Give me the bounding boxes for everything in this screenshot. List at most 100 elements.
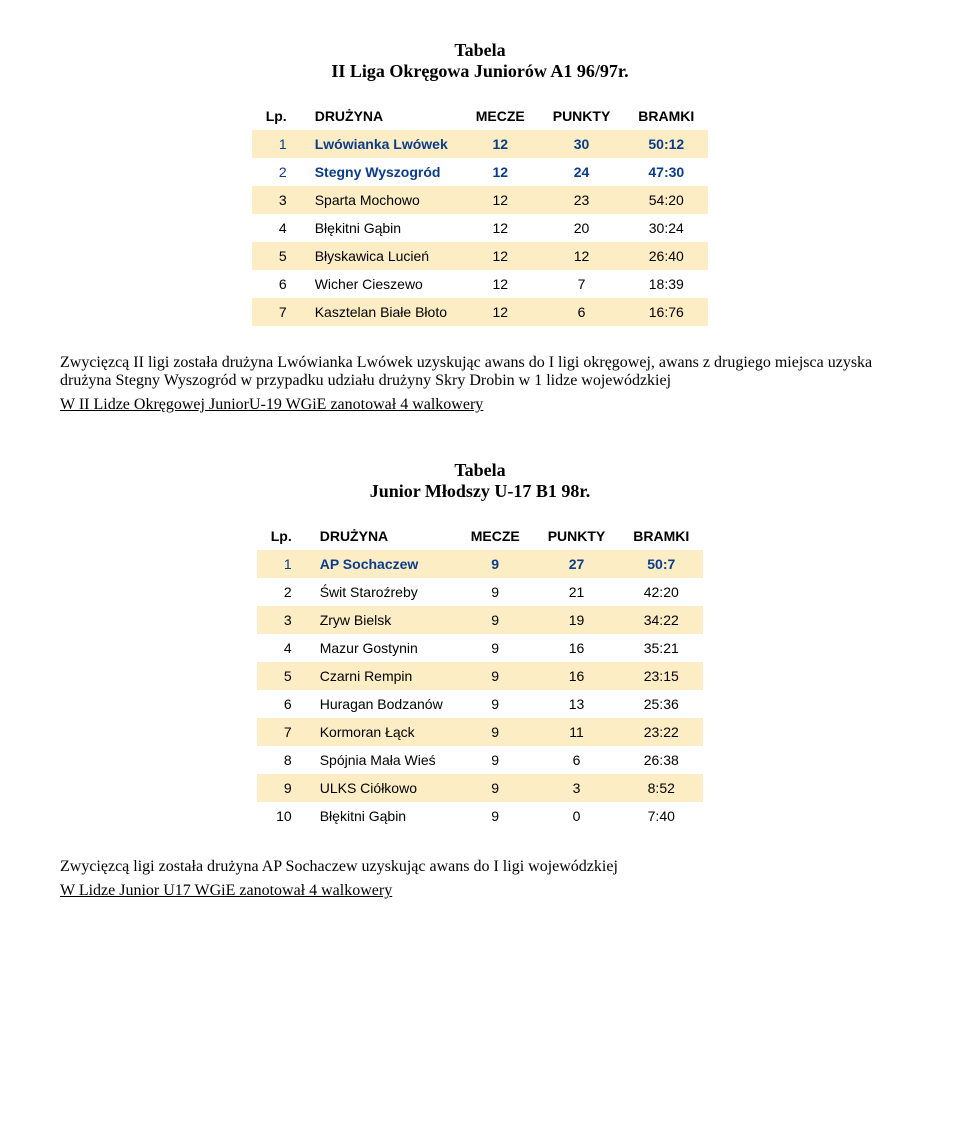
cell-bramki: 23:22 bbox=[619, 718, 703, 746]
section1-title-l1: Tabela bbox=[60, 40, 900, 61]
cell-rank: 8 bbox=[257, 746, 306, 774]
cell-team: AP Sochaczew bbox=[306, 550, 457, 578]
cell-bramki: 50:12 bbox=[624, 130, 708, 158]
cell-bramki: 34:22 bbox=[619, 606, 703, 634]
table-row: 8Spójnia Mała Wieś9626:38 bbox=[257, 746, 704, 774]
table-row: 1Lwówianka Lwówek123050:12 bbox=[252, 130, 709, 158]
cell-punkty: 16 bbox=[534, 662, 620, 690]
section1-title-l2: II Liga Okręgowa Juniorów A1 96/97r. bbox=[60, 61, 900, 82]
cell-punkty: 13 bbox=[534, 690, 620, 718]
cell-bramki: 30:24 bbox=[624, 214, 708, 242]
cell-team: Spójnia Mała Wieś bbox=[306, 746, 457, 774]
cell-rank: 3 bbox=[257, 606, 306, 634]
cell-rank: 1 bbox=[252, 130, 301, 158]
cell-mecze: 12 bbox=[462, 270, 539, 298]
cell-mecze: 12 bbox=[462, 158, 539, 186]
table-row: 2Świt Staroźreby92142:20 bbox=[257, 578, 704, 606]
col-lp: Lp. bbox=[252, 102, 301, 130]
table-1-header-row: Lp. DRUŻYNA MECZE PUNKTY BRAMKI bbox=[252, 102, 709, 130]
cell-bramki: 16:76 bbox=[624, 298, 708, 326]
cell-rank: 2 bbox=[257, 578, 306, 606]
cell-bramki: 25:36 bbox=[619, 690, 703, 718]
cell-punkty: 20 bbox=[539, 214, 625, 242]
table-1: Lp. DRUŻYNA MECZE PUNKTY BRAMKI 1Lwówian… bbox=[252, 102, 709, 326]
section2-title: Tabela Junior Młodszy U-17 B1 98r. bbox=[60, 460, 900, 502]
cell-rank: 3 bbox=[252, 186, 301, 214]
table-row: 2Stegny Wyszogród122447:30 bbox=[252, 158, 709, 186]
cell-punkty: 23 bbox=[539, 186, 625, 214]
cell-mecze: 9 bbox=[457, 550, 534, 578]
cell-team: Lwówianka Lwówek bbox=[301, 130, 462, 158]
cell-team: Huragan Bodzanów bbox=[306, 690, 457, 718]
col-punkty: PUNKTY bbox=[539, 102, 625, 130]
cell-punkty: 7 bbox=[539, 270, 625, 298]
cell-mecze: 12 bbox=[462, 186, 539, 214]
cell-punkty: 3 bbox=[534, 774, 620, 802]
cell-rank: 6 bbox=[252, 270, 301, 298]
cell-mecze: 12 bbox=[462, 298, 539, 326]
table-row: 7Kasztelan Białe Błoto12616:76 bbox=[252, 298, 709, 326]
section1-note2: W II Lidze Okręgowej JuniorU-19 WGiE zan… bbox=[60, 396, 900, 414]
cell-rank: 7 bbox=[252, 298, 301, 326]
table-row: 4Mazur Gostynin91635:21 bbox=[257, 634, 704, 662]
col-bramki: BRAMKI bbox=[619, 522, 703, 550]
cell-punkty: 19 bbox=[534, 606, 620, 634]
cell-team: Sparta Mochowo bbox=[301, 186, 462, 214]
cell-team: Błękitni Gąbin bbox=[301, 214, 462, 242]
cell-rank: 2 bbox=[252, 158, 301, 186]
cell-rank: 1 bbox=[257, 550, 306, 578]
cell-rank: 6 bbox=[257, 690, 306, 718]
cell-team: Mazur Gostynin bbox=[306, 634, 457, 662]
cell-bramki: 35:21 bbox=[619, 634, 703, 662]
cell-bramki: 7:40 bbox=[619, 802, 703, 830]
table-row: 5Czarni Rempin91623:15 bbox=[257, 662, 704, 690]
cell-mecze: 9 bbox=[457, 718, 534, 746]
table-2-header-row: Lp. DRUŻYNA MECZE PUNKTY BRAMKI bbox=[257, 522, 704, 550]
table-row: 7Kormoran Łąck91123:22 bbox=[257, 718, 704, 746]
cell-rank: 5 bbox=[257, 662, 306, 690]
table-1-body: 1Lwówianka Lwówek123050:122Stegny Wyszog… bbox=[252, 130, 709, 326]
cell-bramki: 26:38 bbox=[619, 746, 703, 774]
cell-punkty: 16 bbox=[534, 634, 620, 662]
table-row: 6Wicher Cieszewo12718:39 bbox=[252, 270, 709, 298]
cell-mecze: 9 bbox=[457, 690, 534, 718]
cell-mecze: 9 bbox=[457, 634, 534, 662]
cell-rank: 10 bbox=[257, 802, 306, 830]
table-2: Lp. DRUŻYNA MECZE PUNKTY BRAMKI 1AP Soch… bbox=[257, 522, 704, 830]
cell-punkty: 6 bbox=[534, 746, 620, 774]
col-lp: Lp. bbox=[257, 522, 306, 550]
section2-note1: Zwycięzcą ligi została drużyna AP Sochac… bbox=[60, 858, 900, 876]
table-row: 6Huragan Bodzanów91325:36 bbox=[257, 690, 704, 718]
cell-team: ULKS Ciółkowo bbox=[306, 774, 457, 802]
cell-punkty: 21 bbox=[534, 578, 620, 606]
cell-bramki: 42:20 bbox=[619, 578, 703, 606]
cell-mecze: 9 bbox=[457, 802, 534, 830]
cell-punkty: 0 bbox=[534, 802, 620, 830]
cell-rank: 4 bbox=[252, 214, 301, 242]
cell-team: Świt Staroźreby bbox=[306, 578, 457, 606]
col-team: DRUŻYNA bbox=[306, 522, 457, 550]
section1-note1: Zwycięzcą II ligi została drużyna Lwówia… bbox=[60, 354, 900, 390]
table-2-body: 1AP Sochaczew92750:72Świt Staroźreby9214… bbox=[257, 550, 704, 830]
col-mecze: MECZE bbox=[457, 522, 534, 550]
cell-punkty: 6 bbox=[539, 298, 625, 326]
col-team: DRUŻYNA bbox=[301, 102, 462, 130]
cell-team: Czarni Rempin bbox=[306, 662, 457, 690]
cell-team: Kasztelan Białe Błoto bbox=[301, 298, 462, 326]
cell-mecze: 12 bbox=[462, 242, 539, 270]
cell-team: Wicher Cieszewo bbox=[301, 270, 462, 298]
cell-punkty: 24 bbox=[539, 158, 625, 186]
cell-mecze: 9 bbox=[457, 746, 534, 774]
cell-team: Stegny Wyszogród bbox=[301, 158, 462, 186]
col-punkty: PUNKTY bbox=[534, 522, 620, 550]
cell-bramki: 26:40 bbox=[624, 242, 708, 270]
cell-punkty: 11 bbox=[534, 718, 620, 746]
spacer bbox=[60, 420, 900, 460]
section1-title: Tabela II Liga Okręgowa Juniorów A1 96/9… bbox=[60, 40, 900, 82]
cell-mecze: 9 bbox=[457, 606, 534, 634]
cell-mecze: 9 bbox=[457, 578, 534, 606]
table-row: 1AP Sochaczew92750:7 bbox=[257, 550, 704, 578]
cell-mecze: 12 bbox=[462, 214, 539, 242]
table-row: 3Sparta Mochowo122354:20 bbox=[252, 186, 709, 214]
cell-team: Zryw Bielsk bbox=[306, 606, 457, 634]
